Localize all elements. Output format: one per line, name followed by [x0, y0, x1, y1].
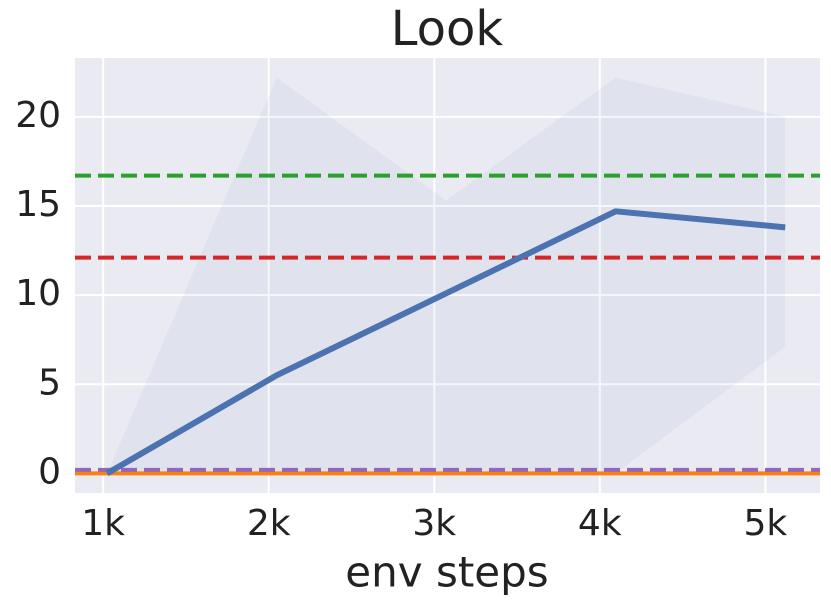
y-tick-label: 15: [15, 184, 61, 225]
y-tick-label: 10: [15, 273, 61, 314]
y-tick-label: 0: [38, 451, 61, 492]
line-series: [105, 208, 786, 476]
chart-title: Look: [391, 1, 504, 57]
x-tick-label: 2k: [247, 503, 291, 544]
x-tick-label: 1k: [81, 503, 125, 544]
x-tick-label: 3k: [412, 503, 456, 544]
x-axis-label: env steps: [345, 548, 548, 597]
x-tick-label: 5k: [743, 503, 787, 544]
x-tick-label: 4k: [578, 503, 622, 544]
y-tick-label: 5: [38, 362, 61, 403]
y-tick-label: 20: [15, 95, 61, 136]
